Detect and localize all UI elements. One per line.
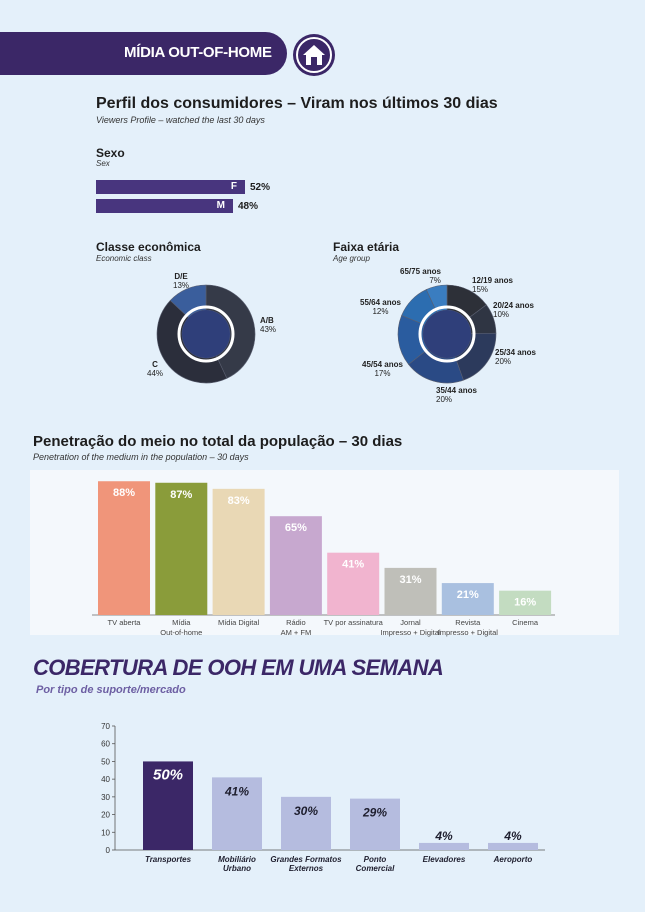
data-label: 87% [170, 489, 192, 501]
age-label: 45/54 anos 17% [362, 360, 403, 378]
category-label: Elevadores [423, 855, 466, 864]
bar [281, 796, 331, 850]
category-label: Out-of-home [160, 628, 202, 637]
category-label: Grandes Formatos [270, 855, 342, 864]
y-tick-label: 50 [101, 757, 110, 766]
age-title: Faixa etária [333, 240, 400, 254]
bar [98, 481, 150, 615]
age-label: 35/44 anos 20% [436, 386, 477, 404]
bar [327, 552, 380, 615]
coverage-subtitle: Por tipo de suporte/mercado [36, 684, 186, 696]
age-label: 12/19 anos 15% [472, 276, 513, 294]
y-tick-label: 0 [106, 846, 111, 855]
class-label-c: C 44% [147, 360, 164, 378]
age-subtitle: Age group [333, 254, 370, 263]
bar [499, 590, 552, 615]
data-label: 4% [503, 829, 522, 843]
data-label: 41% [224, 784, 249, 798]
age-label: 25/34 anos 20% [495, 348, 536, 366]
sex-bar-value: 52% [250, 182, 271, 193]
bar [269, 516, 322, 615]
category-label: Transportes [145, 855, 192, 864]
age-label: 55/64 anos 12% [360, 298, 401, 316]
category-label: Jornal [400, 618, 421, 627]
data-label: 4% [434, 829, 453, 843]
class-title: Classe econômica [96, 240, 201, 254]
category-label: Aeroporto [493, 855, 533, 864]
category-label: Mídia [172, 618, 191, 627]
data-label: 21% [457, 589, 479, 601]
bar [155, 482, 208, 615]
category-label: Externos [289, 864, 324, 873]
category-label: TV aberta [108, 618, 142, 627]
y-tick-label: 10 [101, 828, 110, 837]
y-tick-label: 20 [101, 811, 110, 820]
bar [384, 567, 437, 615]
bar [212, 777, 262, 850]
sex-title: Sexo [96, 146, 125, 160]
data-label: 41% [342, 559, 364, 571]
category-label: Urbano [223, 864, 251, 873]
class-donut-center [182, 310, 230, 358]
category-label: Comercial [356, 864, 395, 873]
class-donut-chart [156, 284, 256, 384]
bar [441, 583, 494, 615]
data-label: 65% [285, 522, 307, 534]
sex-bar-f: F [96, 180, 245, 194]
category-label: Ponto [364, 855, 387, 864]
bar [350, 798, 400, 850]
data-label: 31% [399, 574, 421, 586]
bar [212, 488, 265, 615]
sex-bar-m: M [96, 199, 233, 213]
penetration-title: Penetração do meio no total da população… [33, 433, 403, 450]
bar [143, 761, 193, 850]
category-label: Revista [455, 618, 481, 627]
class-label-ab: A/B 43% [260, 316, 277, 334]
age-label: 20/24 anos 10% [493, 301, 534, 319]
category-label: Impresso + Digital [380, 628, 441, 637]
age-donut-chart [397, 284, 497, 384]
y-tick-label: 60 [101, 740, 110, 749]
category-label: Impresso + Digital [438, 628, 499, 637]
data-label: 50% [153, 766, 183, 783]
class-subtitle: Economic class [96, 254, 152, 263]
age-donut-center [423, 310, 471, 358]
category-label: Mobiliário [218, 855, 256, 864]
data-label: 83% [228, 495, 250, 507]
y-tick-label: 70 [101, 722, 110, 731]
header-title: MÍDIA OUT-OF-HOME [124, 44, 272, 61]
data-label: 88% [113, 487, 135, 499]
data-label: 30% [294, 804, 318, 818]
category-label: Rádio [286, 618, 306, 627]
sex-bar-label: M [216, 200, 225, 211]
category-label: Cinema [512, 618, 539, 627]
header-band [0, 32, 287, 75]
coverage-bar-chart: 0 10 20 30 40 50 60 70 50% Transportes 41% Mobiliár… [101, 722, 545, 873]
sex-bar-label: F [230, 181, 237, 192]
category-label: Mídia Digital [218, 618, 260, 627]
profile-subtitle: Viewers Profile – watched the last 30 da… [96, 115, 265, 125]
category-label: TV por assinatura [324, 618, 384, 627]
coverage-title: COBERTURA DE OOH EM UMA SEMANA [33, 655, 444, 680]
data-label: 16% [514, 597, 536, 609]
sex-bar-value: 48% [238, 201, 259, 212]
bar [419, 842, 469, 850]
class-label-de: D/E 13% [173, 272, 190, 290]
age-label: 65/75 anos 7% [400, 267, 441, 285]
class-donut-ring [177, 305, 235, 363]
y-tick-label: 40 [101, 775, 110, 784]
category-label: AM + FM [281, 628, 312, 637]
profile-title: Perfil dos consumidores – Viram nos últi… [96, 95, 498, 112]
sex-subtitle: Sex [96, 159, 110, 168]
house-icon [293, 34, 335, 76]
age-donut-ring [418, 305, 476, 363]
bar [488, 842, 538, 850]
penetration-subtitle: Penetration of the medium in the populat… [33, 452, 249, 462]
y-tick-label: 30 [101, 793, 110, 802]
data-label: 29% [362, 806, 387, 820]
